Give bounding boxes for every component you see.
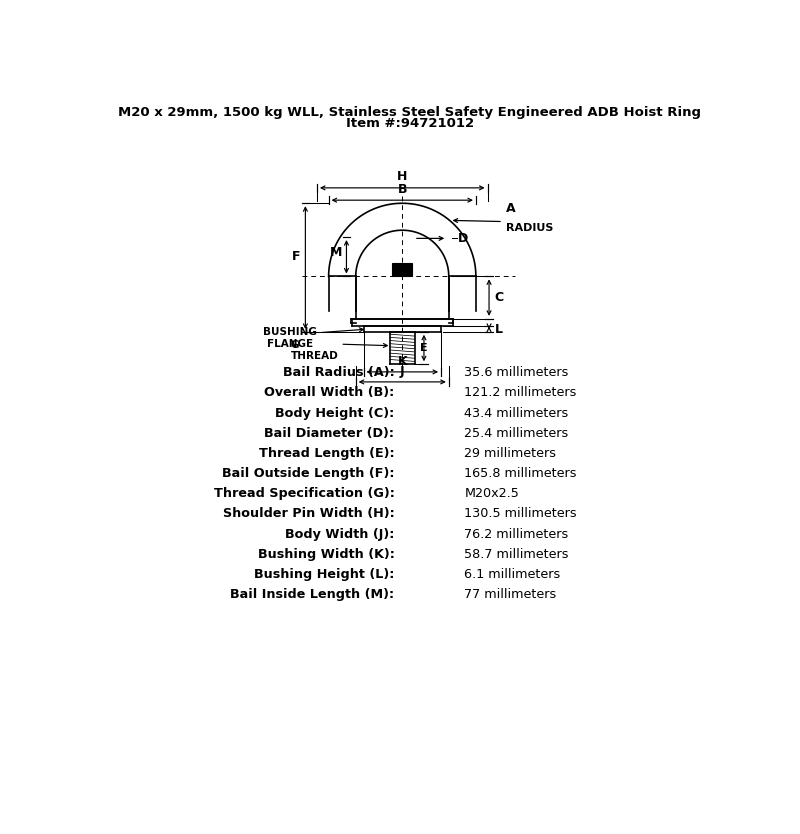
Text: Bail Diameter (D):: Bail Diameter (D): — [265, 427, 394, 440]
Text: 25.4 millimeters: 25.4 millimeters — [464, 427, 569, 440]
Text: 130.5 millimeters: 130.5 millimeters — [464, 507, 577, 520]
Text: Body Width (J):: Body Width (J): — [285, 528, 394, 540]
Text: Item #:94721012: Item #:94721012 — [346, 118, 474, 130]
Text: 76.2 millimeters: 76.2 millimeters — [464, 528, 569, 540]
Text: Bushing Height (L):: Bushing Height (L): — [254, 568, 394, 581]
Text: F: F — [291, 249, 300, 263]
Text: B: B — [398, 183, 407, 196]
Text: G
THREAD: G THREAD — [291, 339, 338, 361]
Text: 35.6 millimeters: 35.6 millimeters — [464, 366, 569, 379]
Text: Thread Length (E):: Thread Length (E): — [259, 447, 394, 460]
Text: K: K — [398, 355, 407, 368]
Text: L: L — [494, 323, 502, 335]
Text: J: J — [400, 365, 405, 378]
Text: M20 x 29mm, 1500 kg WLL, Stainless Steel Safety Engineered ADB Hoist Ring: M20 x 29mm, 1500 kg WLL, Stainless Steel… — [118, 106, 702, 119]
Text: C: C — [494, 291, 504, 304]
Text: Bail Inside Length (M):: Bail Inside Length (M): — [230, 588, 394, 601]
Text: 121.2 millimeters: 121.2 millimeters — [464, 386, 577, 399]
Text: Overall Width (B):: Overall Width (B): — [264, 386, 394, 399]
Text: Thread Specification (G):: Thread Specification (G): — [214, 487, 394, 500]
Text: 29 millimeters: 29 millimeters — [464, 447, 556, 460]
Text: 6.1 millimeters: 6.1 millimeters — [464, 568, 561, 581]
Text: M: M — [330, 246, 342, 259]
Bar — [392, 263, 412, 276]
Text: BUSHING
FLANGE: BUSHING FLANGE — [263, 327, 317, 349]
Text: Body Height (C):: Body Height (C): — [275, 406, 394, 420]
Text: Bail Outside Length (F):: Bail Outside Length (F): — [222, 467, 394, 480]
Text: E: E — [420, 343, 428, 353]
Text: 58.7 millimeters: 58.7 millimeters — [464, 548, 569, 560]
Text: Bail Radius (A):: Bail Radius (A): — [282, 366, 394, 379]
Text: RADIUS: RADIUS — [506, 223, 554, 233]
Text: 43.4 millimeters: 43.4 millimeters — [464, 406, 569, 420]
Text: Bushing Width (K):: Bushing Width (K): — [258, 548, 394, 560]
Text: Shoulder Pin Width (H):: Shoulder Pin Width (H): — [222, 507, 394, 520]
Text: M20x2.5: M20x2.5 — [464, 487, 519, 500]
Text: 165.8 millimeters: 165.8 millimeters — [464, 467, 577, 480]
Text: H: H — [397, 170, 407, 183]
Text: 77 millimeters: 77 millimeters — [464, 588, 557, 601]
Text: A: A — [506, 203, 516, 215]
Text: D: D — [458, 232, 468, 245]
